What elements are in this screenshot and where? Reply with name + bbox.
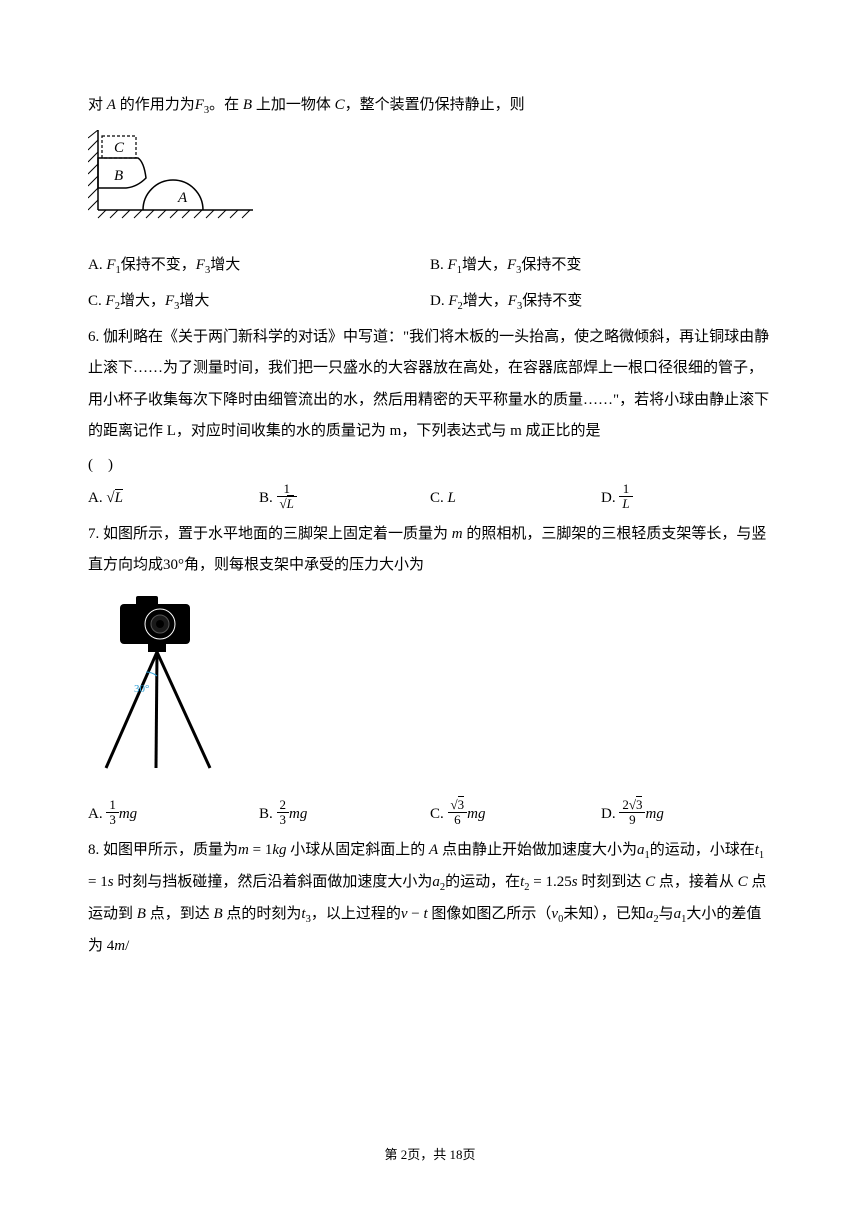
q6-option-C: C. L (430, 483, 601, 515)
q5-option-D: D. F2增大，F3保持不变 (430, 286, 772, 318)
q5-options-row1: A. F1保持不变，F3增大 B. F1增大，F3保持不变 (88, 250, 772, 282)
q7-option-C: C. √36mg (430, 799, 601, 831)
angle-label: 30° (134, 683, 149, 695)
label-B: B (114, 168, 123, 184)
q7-options: A. 13mg B. 23mg C. √36mg D. 2√39mg (88, 799, 772, 831)
label-A: A (177, 190, 188, 206)
q5-option-C: C. F2增大，F3增大 (88, 286, 430, 318)
q6-options: A. √L B. 1√L C. L D. 1L (88, 483, 772, 515)
q6-option-D: D. 1L (601, 483, 772, 515)
q6-option-A: A. √L (88, 483, 259, 515)
q6-paren: ( ) (88, 450, 772, 482)
q7-text: 7. 如图所示，置于水平地面的三脚架上固定着一质量为 m 的照相机，三脚架的三根… (88, 519, 772, 582)
q7-option-D: D. 2√39mg (601, 799, 772, 831)
q7-option-A: A. 13mg (88, 799, 259, 831)
q5-diagram: A B C (88, 130, 772, 238)
q8-text: 8. 如图甲所示，质量为m = 1kg 小球从固定斜面上的 A 点由静止开始做加… (88, 835, 772, 963)
q7-diagram: 30° (88, 590, 772, 788)
page-footer: 第 2页，共 18页 (0, 1141, 860, 1168)
q6-option-B: B. 1√L (259, 483, 430, 515)
q5-intro: 对 A 的作用力为F3。在 B 上加一物体 C，整个装置仍保持静止，则 (88, 90, 772, 122)
label-C: C (114, 140, 125, 156)
q5-option-B: B. F1增大，F3保持不变 (430, 250, 772, 282)
q5-options-row2: C. F2增大，F3增大 D. F2增大，F3保持不变 (88, 286, 772, 318)
q7-option-B: B. 23mg (259, 799, 430, 831)
q5-option-A: A. F1保持不变，F3增大 (88, 250, 430, 282)
q6-text: 6. 伽利略在《关于两门新科学的对话》中写道："我们将木板的一头抬高，使之略微倾… (88, 322, 772, 448)
